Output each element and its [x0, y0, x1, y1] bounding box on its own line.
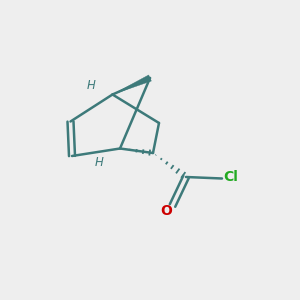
Polygon shape — [112, 75, 151, 94]
Text: H: H — [87, 79, 96, 92]
Text: H: H — [94, 155, 103, 169]
Text: O: O — [160, 204, 172, 218]
Text: Cl: Cl — [223, 170, 238, 184]
